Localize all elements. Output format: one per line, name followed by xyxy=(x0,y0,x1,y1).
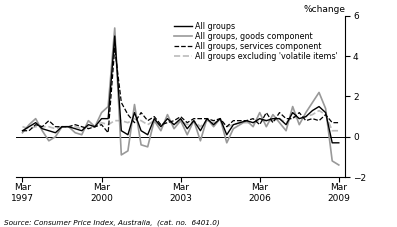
Legend: All groups, All groups, goods component, All groups, services component, All gro: All groups, All groups, goods component,… xyxy=(174,22,338,61)
Text: %change: %change xyxy=(303,5,345,14)
Text: Source: Consumer Price Index, Australia,  (cat. no.  6401.0): Source: Consumer Price Index, Australia,… xyxy=(4,219,220,226)
